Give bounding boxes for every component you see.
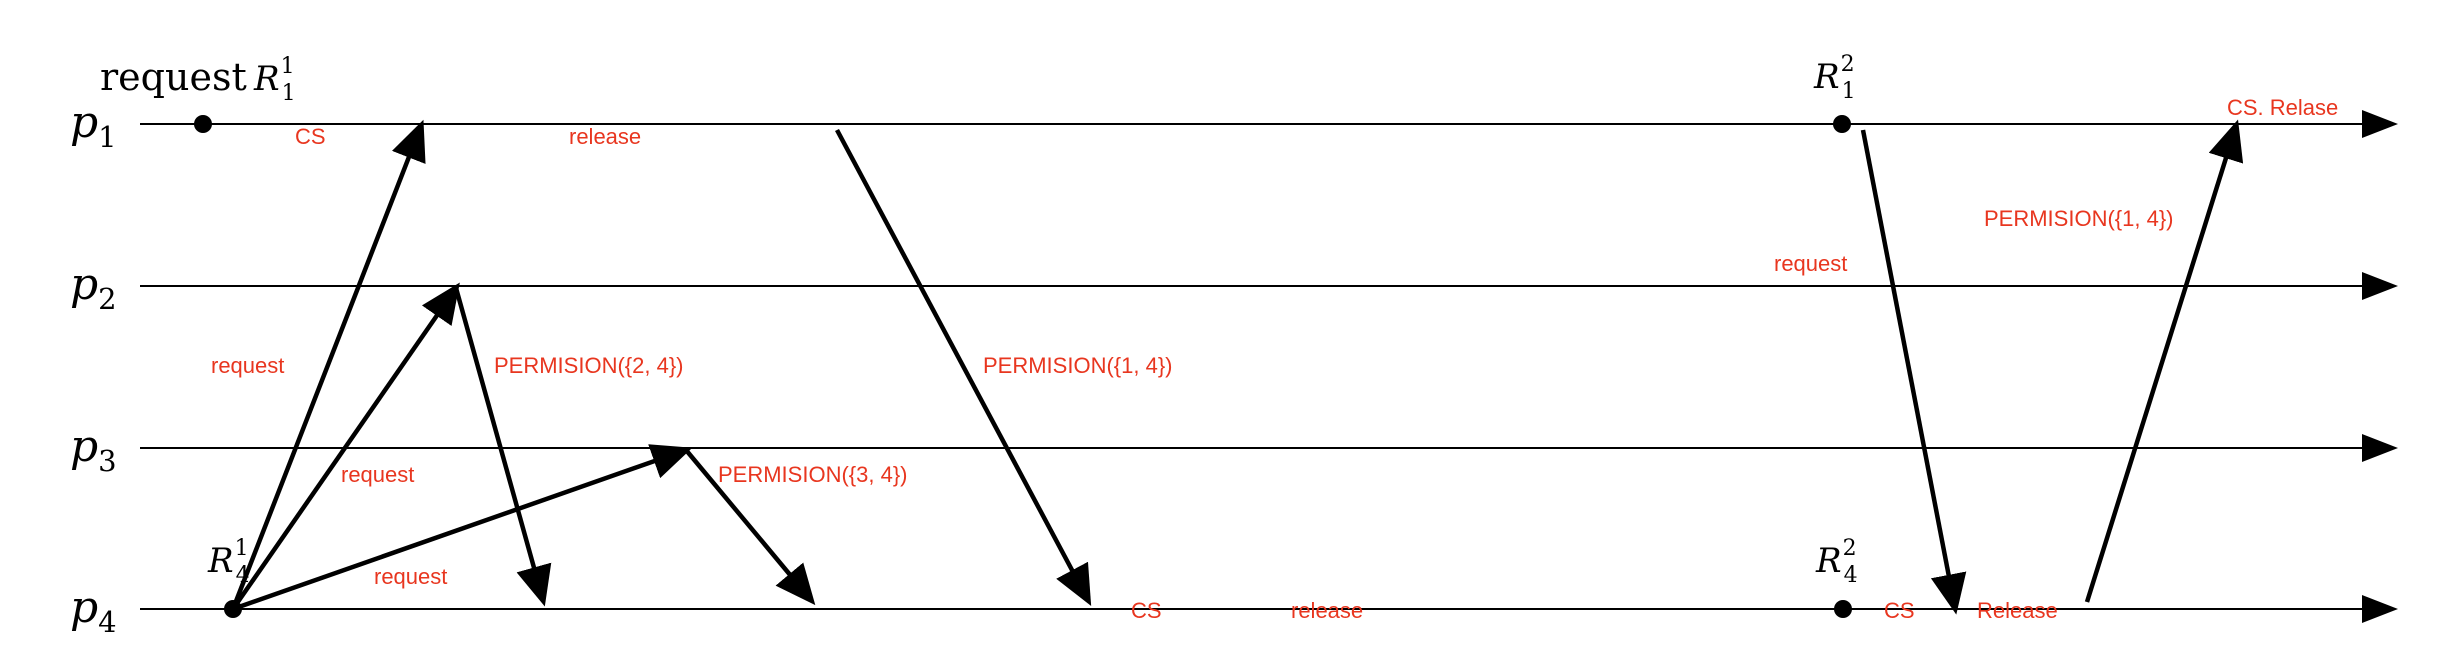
event-dots <box>194 115 1852 618</box>
annotation-request-mid: request <box>341 462 414 487</box>
event-dot-r42 <box>1834 600 1852 618</box>
permission-arrow-p1-to-p4 <box>835 128 1092 606</box>
event-label-r41: R1 4 <box>207 536 250 588</box>
process-label-p1: p1 <box>70 97 117 154</box>
annotation-request-low: request <box>374 564 447 589</box>
process-label-p3: p3 <box>70 421 117 478</box>
process-label-p4: p4 <box>70 582 117 639</box>
process-timelines <box>140 110 2398 623</box>
event-labels: request R1 1 R1 4 R2 1 R2 4 <box>100 52 1858 588</box>
permission-arrow-p2-to-p4 <box>453 287 552 607</box>
process-labels: p1 p2 p3 p4 <box>70 97 117 639</box>
request-arrow-p4-to-p2 <box>231 282 460 611</box>
process-label-p2: p2 <box>70 259 117 316</box>
annotation-cs-p1: CS <box>295 124 326 149</box>
annotation-release-p1: release <box>569 124 641 149</box>
permission-arrow-p4-to-p1 <box>2084 119 2244 603</box>
permission-arrow-p3-to-p4 <box>684 448 816 606</box>
annotation-permission-14-top: PERMISION({1, 4}) <box>1984 206 2174 231</box>
annotations: CS release CS. Relase PERMISION({1, 4}) … <box>211 95 2338 623</box>
annotation-release-p4: release <box>1291 598 1363 623</box>
annotation-cs-p4: CS <box>1131 598 1162 623</box>
annotation-release-p4-right: Release <box>1977 598 2058 623</box>
request-arrow-p4-to-p3 <box>232 444 693 612</box>
annotation-request-p2-right: request <box>1774 251 1847 276</box>
annotation-permission-34: PERMISION({3, 4}) <box>718 462 908 487</box>
request-arrow-p1-to-p4 <box>1860 129 1967 615</box>
annotation-permission-24: PERMISION({2, 4}) <box>494 353 684 378</box>
message-arrows <box>230 119 2244 615</box>
event-label-r11: R1 1 <box>253 54 296 106</box>
annotation-request-left: request <box>211 353 284 378</box>
annotation-cs-release-p1: CS. Relase <box>2227 95 2338 120</box>
event-dot-r11 <box>194 115 212 133</box>
event-label-r12: R2 1 <box>1813 52 1856 104</box>
event-label-r42: R2 4 <box>1815 536 1858 588</box>
event-dot-r12 <box>1833 115 1851 133</box>
request-r11-word: request <box>100 55 247 99</box>
annotation-cs-p4-right: CS <box>1884 598 1915 623</box>
annotation-permission-14-mid: PERMISION({1, 4}) <box>983 353 1173 378</box>
request-arrow-p4-to-p1 <box>230 119 426 610</box>
